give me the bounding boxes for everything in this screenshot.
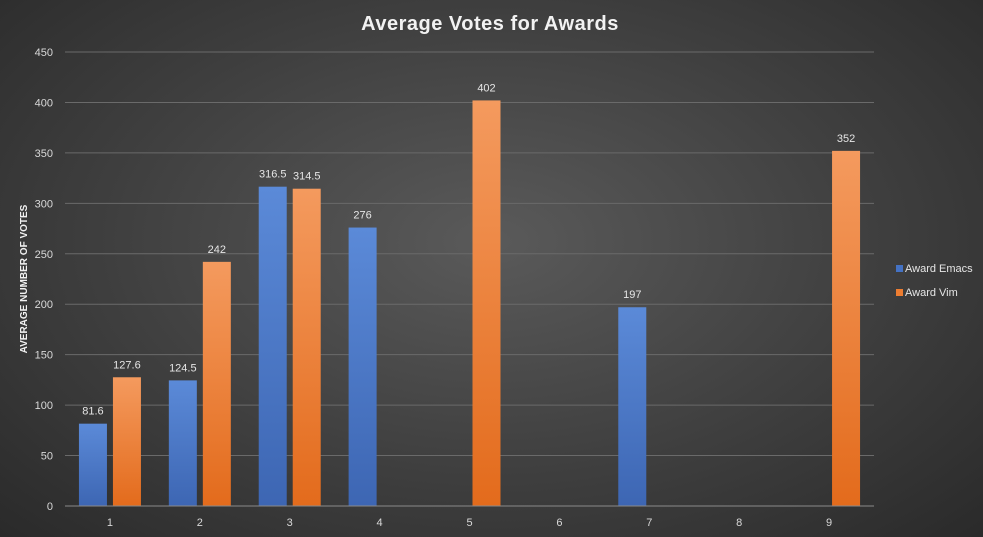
x-tick-label: 9 <box>826 517 832 529</box>
y-axis-ticks: 0 50 100 150 200 250 300 350 400 450 <box>35 47 53 513</box>
bar-emacs-2 <box>168 380 197 506</box>
data-label: 314.5 <box>293 171 321 183</box>
data-label: 242 <box>208 244 226 256</box>
legend: Award Emacs Award Vim <box>896 263 973 299</box>
data-label: 402 <box>477 82 495 94</box>
x-tick-label: 6 <box>556 517 562 529</box>
x-tick-label: 7 <box>646 517 652 529</box>
y-tick-label: 0 <box>47 501 53 513</box>
data-label: 81.6 <box>82 406 103 418</box>
bar-vim-1 <box>112 377 141 506</box>
legend-label: Award Emacs <box>905 263 973 275</box>
y-tick-label: 350 <box>35 148 53 160</box>
x-tick-label: 8 <box>736 517 742 529</box>
y-axis-label: AVERAGE NUMBER OF VOTES <box>19 204 30 353</box>
data-label: 316.5 <box>259 169 287 181</box>
y-tick-label: 450 <box>35 47 53 59</box>
legend-label: Award Vim <box>905 287 958 299</box>
bar-vim-2 <box>202 261 231 506</box>
bar-vim-9 <box>832 150 861 507</box>
x-tick-label: 4 <box>377 517 383 529</box>
y-tick-label: 250 <box>35 249 53 261</box>
legend-swatch <box>896 265 903 272</box>
data-label: 352 <box>837 133 855 145</box>
bar-vim-3 <box>292 188 321 506</box>
y-tick-label: 50 <box>41 451 53 463</box>
bars <box>78 100 861 507</box>
bar-vim-5 <box>472 100 501 506</box>
data-label: 197 <box>623 289 641 301</box>
x-tick-label: 2 <box>197 517 203 529</box>
data-label: 276 <box>353 210 371 222</box>
bar-emacs-4 <box>348 227 377 506</box>
y-tick-label: 400 <box>35 97 53 109</box>
data-label: 127.6 <box>113 359 141 371</box>
bar-emacs-7 <box>618 307 647 506</box>
y-tick-label: 100 <box>35 400 53 412</box>
x-tick-label: 3 <box>287 517 293 529</box>
bar-emacs-1 <box>78 423 107 506</box>
x-tick-label: 5 <box>466 517 472 529</box>
data-labels: 81.6 124.5 316.5 276 197 127.6 242 314.5 402 352 <box>82 82 855 417</box>
gridlines <box>65 51 874 457</box>
data-label: 124.5 <box>169 362 197 374</box>
bar-emacs-3 <box>258 186 287 507</box>
x-axis-ticks: 1 2 3 4 5 6 7 8 9 <box>107 517 832 529</box>
legend-swatch <box>896 289 903 296</box>
chart-title: Average Votes for Awards <box>361 13 619 35</box>
y-tick-label: 300 <box>35 198 53 210</box>
y-tick-label: 200 <box>35 299 53 311</box>
x-tick-label: 1 <box>107 517 113 529</box>
y-tick-label: 150 <box>35 350 53 362</box>
